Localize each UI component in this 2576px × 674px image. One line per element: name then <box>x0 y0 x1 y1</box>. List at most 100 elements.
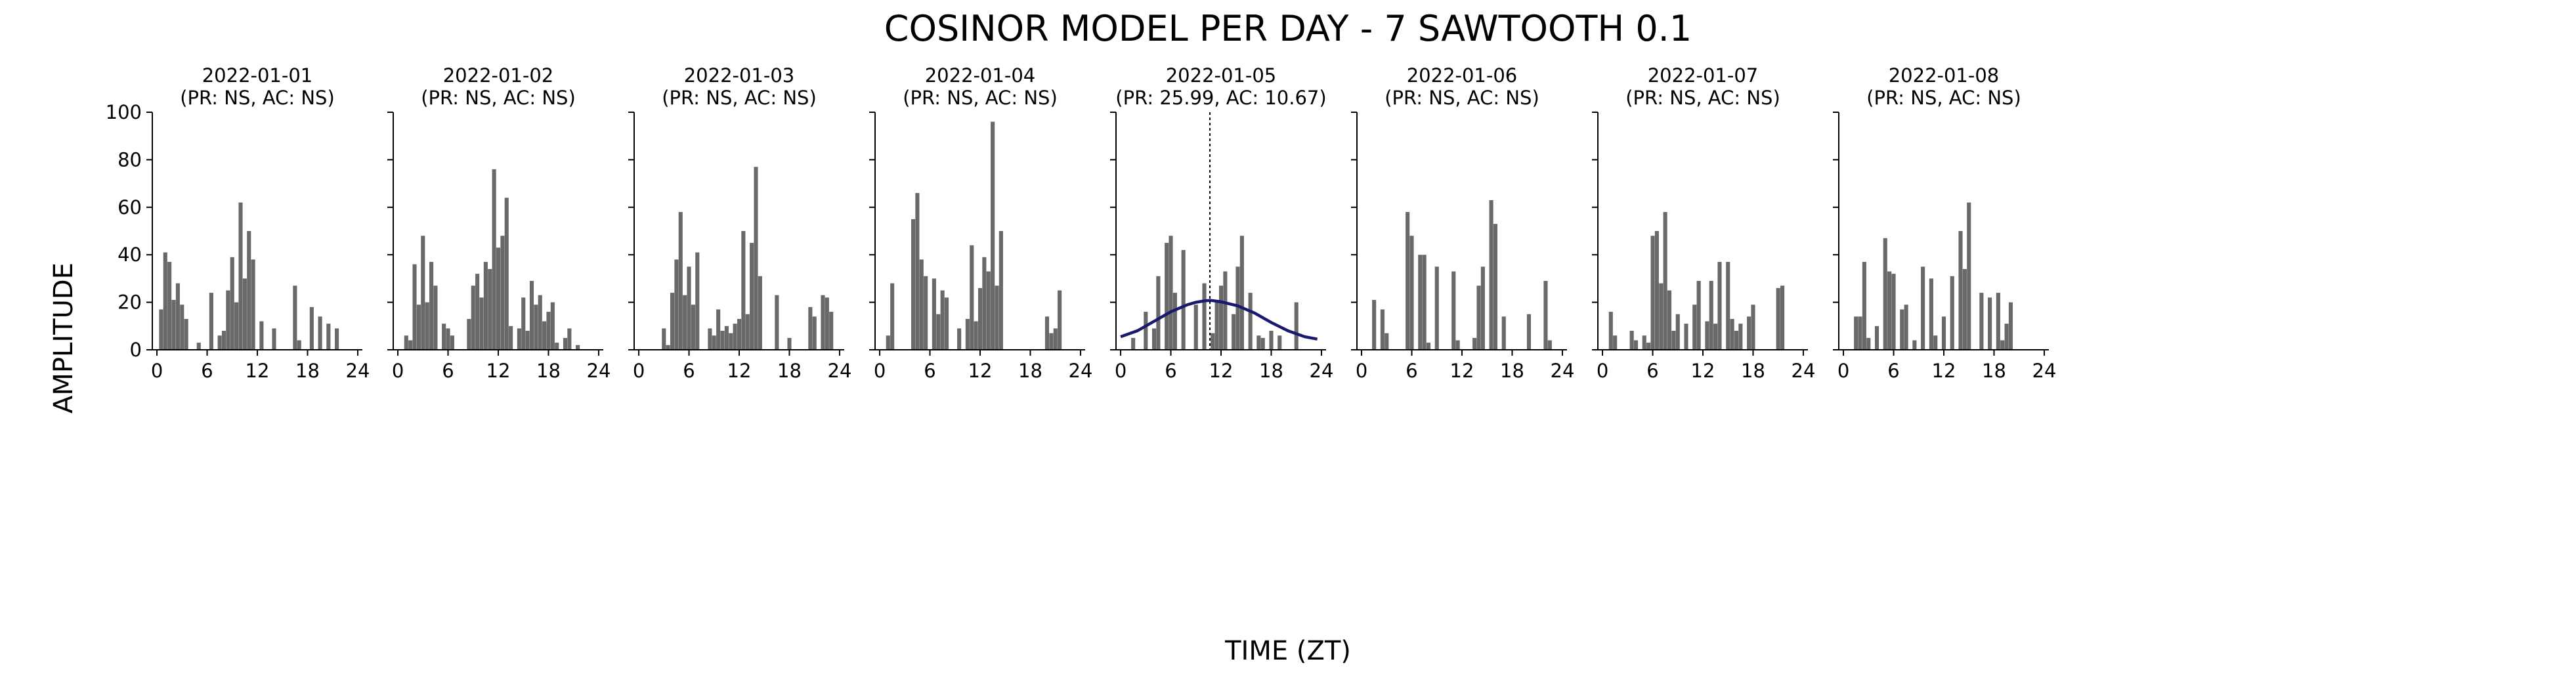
bar <box>670 293 675 350</box>
bar <box>1642 335 1646 350</box>
bar <box>1717 262 1722 350</box>
bar <box>1501 316 1506 350</box>
subplot-title: 2022-01-07 <box>1648 64 1759 87</box>
bar <box>1232 314 1236 350</box>
bar <box>1239 236 1244 350</box>
bar <box>251 259 255 350</box>
bar <box>1455 340 1460 350</box>
bar <box>712 335 716 350</box>
bar <box>408 340 413 350</box>
cosinor-fit-line <box>1120 299 1318 341</box>
bar <box>247 231 251 350</box>
bar <box>741 231 746 350</box>
bar <box>674 259 679 350</box>
x-tick-label: 24 <box>1551 360 1575 382</box>
bar <box>293 285 297 350</box>
subplot-2: 2022-01-02(PR: NS, AC: NS) 0 6 12 18 24 <box>387 64 611 382</box>
bar <box>775 295 779 350</box>
bar <box>1218 285 1224 350</box>
bar <box>272 328 276 350</box>
bar <box>500 236 505 350</box>
bar <box>567 328 572 350</box>
bar <box>442 324 446 350</box>
bar <box>2008 302 2013 350</box>
x-tick-label: 12 <box>1450 360 1474 382</box>
bar <box>1202 283 1207 350</box>
bar <box>1858 316 1862 350</box>
bar <box>1269 331 1274 350</box>
bar <box>986 271 991 350</box>
bar <box>1248 293 1253 350</box>
y-tick-label: 80 <box>118 148 142 171</box>
bar <box>416 305 421 350</box>
bar <box>1933 335 1938 350</box>
bar <box>467 318 471 350</box>
bar <box>517 328 521 350</box>
subplot-6: 2022-01-06(PR: NS, AC: NS) 0 6 12 18 24 <box>1351 64 1574 382</box>
bar <box>915 193 920 350</box>
bar <box>1181 249 1186 350</box>
x-tick-label: 18 <box>1018 360 1042 382</box>
bar <box>886 335 890 350</box>
bar <box>504 198 509 350</box>
bar <box>724 326 729 350</box>
bar <box>1726 262 1730 350</box>
bar <box>1058 290 1062 350</box>
bar <box>421 236 425 350</box>
bar <box>924 276 928 350</box>
bar <box>1049 333 1054 350</box>
bar <box>720 331 725 350</box>
bar <box>890 283 895 350</box>
bar <box>1854 316 1858 350</box>
bar <box>1543 281 1548 350</box>
bar <box>1613 335 1618 350</box>
bar <box>446 328 450 350</box>
bar <box>297 340 301 350</box>
x-tick-label: 24 <box>828 360 852 382</box>
bar <box>546 312 551 350</box>
bar <box>1654 231 1659 350</box>
subplot-subtitle: (PR: NS, AC: NS) <box>180 87 335 109</box>
bar <box>509 326 513 350</box>
bar <box>1426 343 1431 350</box>
bar <box>525 331 530 350</box>
bar <box>1887 271 1892 350</box>
bar <box>758 276 762 350</box>
bar <box>542 321 547 350</box>
x-tick-label: 12 <box>246 360 270 382</box>
x-tick-label: 6 <box>924 360 935 382</box>
bar <box>998 231 1003 350</box>
bar <box>534 305 538 350</box>
bar <box>974 321 978 350</box>
bar <box>1962 268 1967 350</box>
bar <box>1650 236 1655 350</box>
bar <box>695 252 700 350</box>
bar <box>1904 305 1908 350</box>
bar <box>1223 271 1228 350</box>
bar <box>226 290 230 350</box>
x-axis-label: TIME (ZT) <box>1224 636 1351 666</box>
bar <box>1921 266 1925 350</box>
subplot-subtitle: (PR: NS, AC: NS) <box>1625 87 1780 109</box>
bar <box>196 343 201 350</box>
x-tick-label: 0 <box>151 360 163 382</box>
bar <box>221 331 226 350</box>
bar <box>957 328 962 350</box>
bar <box>1713 324 1718 350</box>
bar <box>1667 290 1672 350</box>
bar <box>829 312 834 350</box>
bar <box>184 318 188 350</box>
bar <box>521 297 526 350</box>
subplot-4: 2022-01-04(PR: NS, AC: NS) 0 6 12 18 24 <box>869 64 1092 382</box>
bar <box>1380 309 1385 350</box>
bar <box>691 305 695 350</box>
bar <box>1526 314 1532 350</box>
x-tick-label: 18 <box>536 360 561 382</box>
bar <box>1260 337 1265 350</box>
bar <box>1156 276 1161 350</box>
subplot-subtitle: (PR: NS, AC: NS) <box>903 87 1058 109</box>
x-tick-label: 18 <box>295 360 320 382</box>
bar <box>1862 262 1866 350</box>
subplot-title: 2022-01-08 <box>1889 64 2000 87</box>
x-tick-label: 24 <box>1792 360 1816 382</box>
